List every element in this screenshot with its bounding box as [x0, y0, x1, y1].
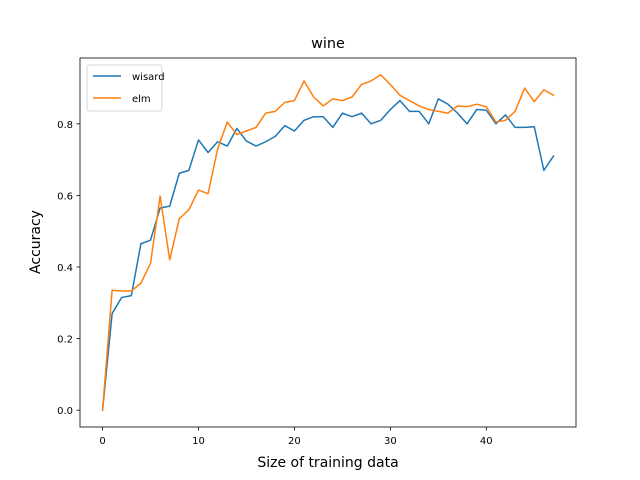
y-tick-label: 0.0: [57, 406, 73, 417]
series-line-elm: [101, 74, 555, 411]
axes-frame: [79, 57, 577, 428]
legend: wisard elm: [86, 64, 165, 112]
x-tick-label: 30: [384, 436, 397, 447]
x-tick-label: 40: [480, 436, 493, 447]
y-tick-label: 0.8: [57, 120, 73, 131]
y-axis-label: Accuracy: [28, 210, 44, 274]
legend-label-elm: elm: [132, 94, 151, 105]
x-tick-label: 0: [99, 436, 105, 447]
y-tick-label: 0.2: [57, 335, 73, 346]
series-line-wisard: [101, 98, 555, 412]
chart-title: wine: [311, 36, 345, 52]
y-tick-label: 0.4: [57, 263, 73, 274]
plot-area: 0 10 20 30 40 0.0 0.2 0.4 0.6 0.8: [57, 57, 577, 447]
x-axis-label: Size of training data: [257, 455, 398, 471]
x-tick-label: 10: [192, 436, 205, 447]
legend-label-wisard: wisard: [132, 72, 165, 83]
x-tick-label: 20: [288, 436, 301, 447]
y-tick-label: 0.6: [57, 191, 73, 202]
